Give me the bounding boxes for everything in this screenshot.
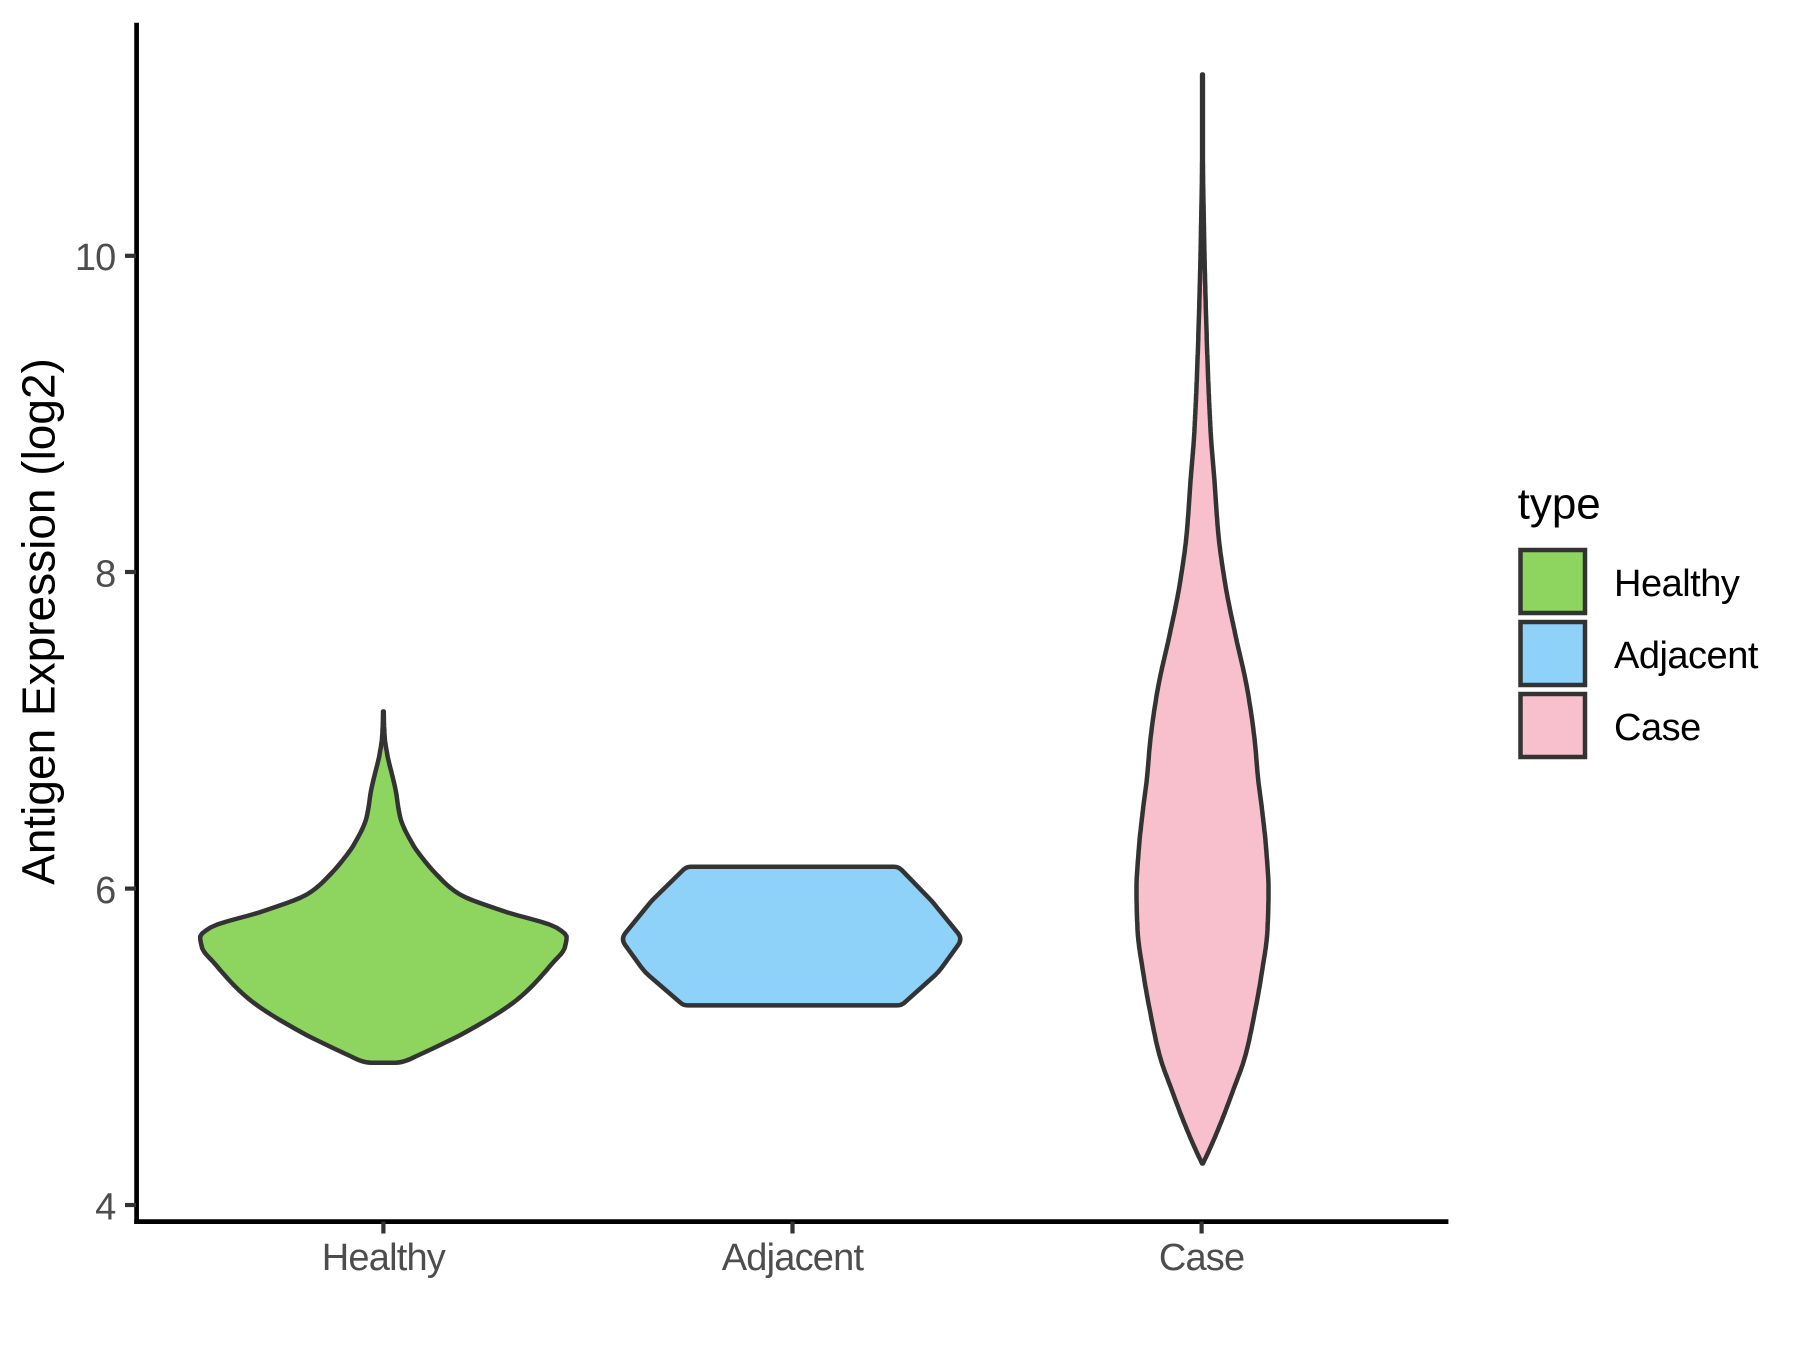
svg-text:Antigen Expression (log2): Antigen Expression (log2) — [13, 358, 65, 885]
svg-text:type: type — [1518, 480, 1601, 529]
svg-text:10: 10 — [75, 237, 116, 279]
svg-text:Adjacent: Adjacent — [722, 1237, 865, 1279]
svg-text:Healthy: Healthy — [1614, 563, 1740, 605]
svg-text:8: 8 — [95, 553, 115, 595]
svg-text:Case: Case — [1159, 1237, 1245, 1279]
svg-text:4: 4 — [95, 1186, 116, 1228]
svg-text:6: 6 — [95, 870, 115, 912]
svg-text:Adjacent: Adjacent — [1614, 635, 1759, 677]
svg-text:Case: Case — [1614, 707, 1701, 749]
svg-text:Healthy: Healthy — [322, 1237, 446, 1279]
